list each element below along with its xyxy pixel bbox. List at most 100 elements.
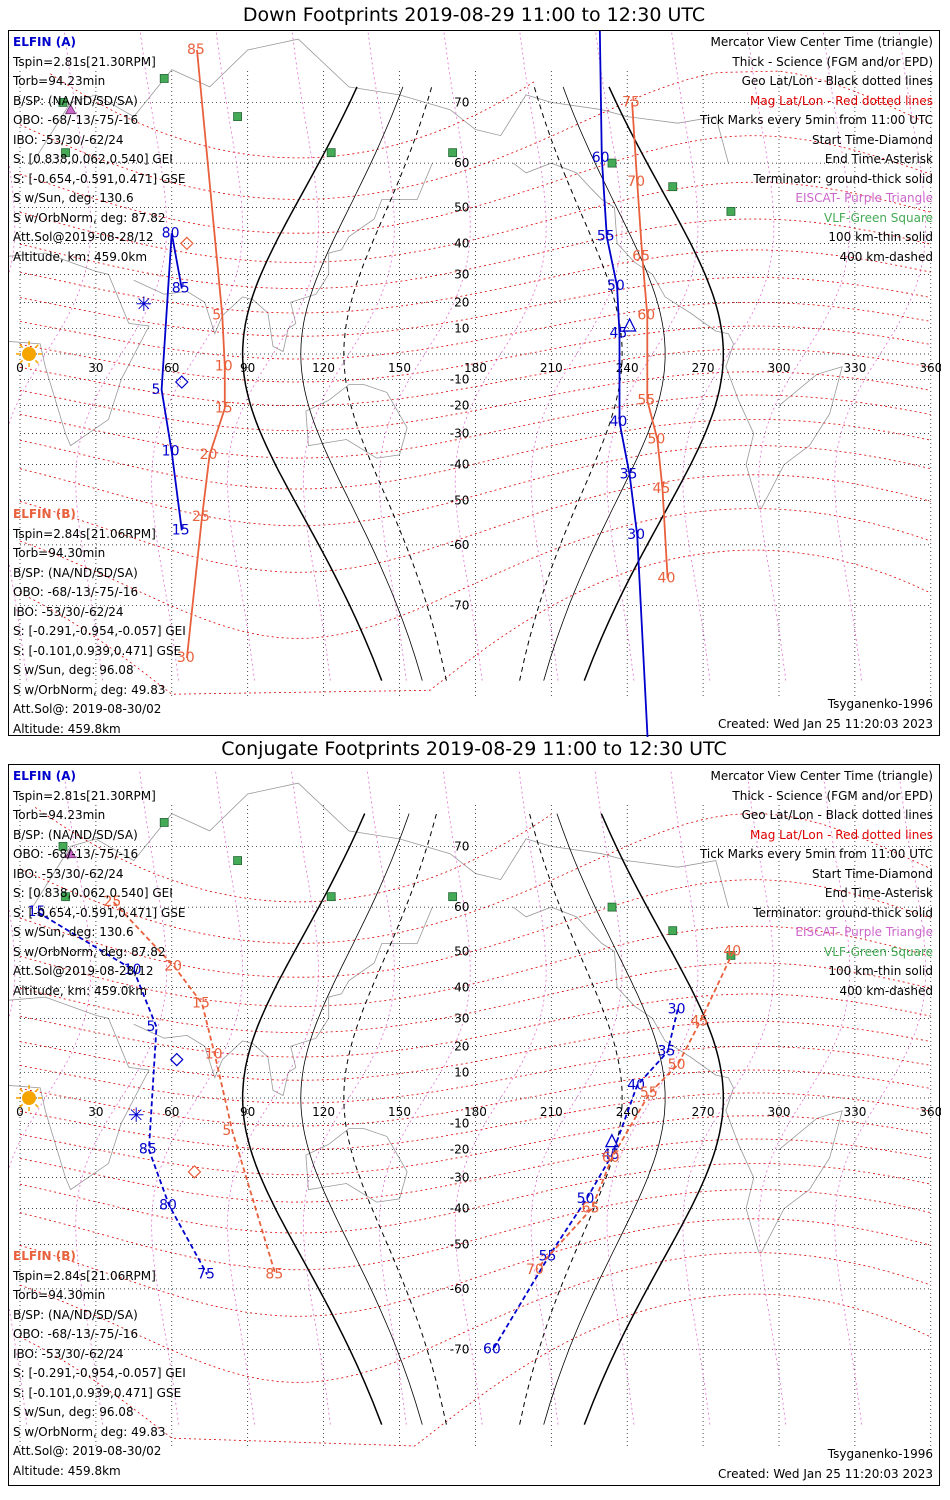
- elfin-a-track-tick-label: 50: [607, 278, 625, 294]
- elfin-name-label: ELFIN (B): [13, 507, 76, 521]
- elfin-a-track: [160, 233, 183, 531]
- terminator-400km: [343, 86, 447, 681]
- elfin-a-track-tick-label: 60: [592, 150, 610, 166]
- elfin-b-track-tick-label: 5: [212, 308, 221, 324]
- lat-tick-label: -50: [450, 1238, 470, 1252]
- lon-tick-label: 90: [240, 1105, 255, 1119]
- mag-lat-curve: [19, 135, 931, 234]
- lon-tick-label: 150: [388, 1105, 411, 1119]
- lon-tick-label: 30: [88, 361, 103, 375]
- sun-ray: [34, 1103, 39, 1108]
- terminator-ground: [241, 813, 383, 1425]
- mag-lat-curve: [19, 508, 931, 639]
- elfin-info-line: OBO: -68/-13/-75/-16: [13, 847, 139, 861]
- elfin-b-track-tick-label: 65: [582, 1201, 600, 1217]
- legend-entry: End Time-Asterisk: [824, 152, 933, 166]
- elfin-b-track-tick-label: 50: [647, 432, 665, 448]
- elfin-info-line: B/SP: (NA/ND/SD/SA): [13, 1307, 138, 1322]
- lat-tick-label: 50: [454, 200, 469, 214]
- elfin-info-line: S: [0.838,0.062,0.540] GEI: [13, 152, 173, 166]
- vlf-site-square: [726, 206, 736, 216]
- elfin-b-track-tick-label: 70: [627, 174, 645, 190]
- model-label-conjugate: Tsyganenko-1996: [827, 1447, 933, 1461]
- mag-lon-curve: [530, 31, 623, 681]
- lon-tick-label: 120: [312, 1105, 335, 1119]
- elfin-b-start-diamond: [180, 236, 194, 251]
- elfin-info-line: S w/OrbNorm, deg: 87.82: [13, 210, 166, 225]
- lon-tick-label: 240: [616, 1105, 639, 1119]
- terminator-100km: [543, 813, 666, 1425]
- sun-ray: [34, 344, 39, 349]
- elfin-info-line: S: [-0.654,-0.591,0.471] GSE: [13, 171, 186, 186]
- elfin-b-track-tick-label: 45: [653, 481, 671, 497]
- elfin-b-track-tick-label: 10: [205, 1046, 223, 1062]
- lat-tick-label: -30: [450, 1171, 470, 1185]
- vlf-site-square: [668, 182, 678, 192]
- vlf-site-square: [326, 892, 336, 902]
- elfin-info-line: Tspin=2.81s[21.30RPM]: [13, 54, 156, 69]
- legend-entry: VLF-Green Square: [824, 944, 933, 959]
- elfin-info-line: Tspin=2.84s[21.06RPM]: [13, 1268, 156, 1283]
- mag-lat-curve: [19, 1092, 931, 1151]
- elfin-info-line: Att.Sol@: 2019-08-30/02: [13, 702, 162, 716]
- elfin-a-track: [492, 1009, 679, 1351]
- mag-lon-curve: [9, 161, 16, 276]
- mag-lat-curve: [19, 276, 931, 337]
- elfin-b-track: [186, 49, 226, 659]
- mag-lat-curve: [19, 249, 931, 314]
- elfin-info-line: IBO: -53/30/-62/24: [13, 132, 124, 147]
- center-time-triangle: [604, 1133, 619, 1148]
- mag-lat-curve: [19, 962, 931, 1034]
- coastline-3: [305, 384, 408, 459]
- elfin-info-line: B/SP: (NA/ND/SD/SA): [13, 827, 138, 842]
- lat-tick-label: 50: [454, 944, 469, 958]
- mag-lon-curve: [682, 31, 775, 681]
- elfin-a-track-tick-label: 15: [172, 522, 190, 538]
- lon-tick-label: 330: [843, 361, 866, 375]
- vlf-site-square: [607, 902, 617, 912]
- mag-lat-curve: [19, 394, 931, 459]
- lon-tick-label: 150: [388, 361, 411, 375]
- conjugate-map-canvas: 70 60 50 40 30 20 10 -10 -20 -30 -40 -50 -60 -70 0 30 60…: [9, 771, 941, 1447]
- elfin-info-line: Torb=94.23min: [13, 74, 106, 88]
- mag-lat-curve: [19, 218, 931, 290]
- lat-tick-label: 60: [454, 156, 469, 170]
- elfin-b-track-tick-label: 20: [164, 959, 182, 975]
- legend-entry: Thick - Science (FGM and/or EPD): [732, 54, 933, 69]
- legend-entry: EISCAT- Purple Triangle: [795, 191, 933, 205]
- coastline-5: [760, 1110, 843, 1253]
- mag-lat-curve: [19, 1115, 931, 1176]
- panel-title-down: Down Footprints 2019-08-29 11:00 to 12:3…: [242, 4, 706, 26]
- lat-tick-label: 30: [454, 1011, 469, 1025]
- elfin-b-track: [112, 901, 277, 1275]
- mag-lon-curve: [302, 31, 395, 681]
- elfin-a-track-tick-label: 75: [197, 1266, 215, 1282]
- mag-lat-curve: [19, 549, 931, 695]
- legend-entry: Thick - Science (FGM and/or EPD): [732, 788, 933, 803]
- elfin-b-track-tick-label: 85: [265, 1266, 283, 1282]
- elfin-a-track-tick-label: 80: [159, 1197, 177, 1213]
- elfin-a-track-tick-label: 80: [162, 225, 180, 241]
- elfin-b-track-tick-label: 40: [723, 943, 741, 959]
- vlf-site-square: [61, 148, 70, 158]
- legend-entry: Start Time-Diamond: [811, 132, 933, 147]
- lon-tick-label: 300: [768, 361, 791, 375]
- elfin-a-track-tick-label: 30: [627, 527, 645, 543]
- lat-tick-label: 10: [454, 322, 469, 336]
- sun-ray: [19, 344, 24, 349]
- lat-tick-label: 20: [454, 295, 469, 309]
- elfin-a-end-asterisk: ✳: [135, 292, 152, 316]
- mag-lon-curve: [378, 31, 471, 681]
- sun-ray: [34, 359, 39, 364]
- lat-tick-label: -20: [450, 399, 470, 413]
- elfin-info-line: S: [-0.654,-0.591,0.471] GSE: [13, 905, 186, 920]
- lon-tick-label: 240: [616, 361, 639, 375]
- mag-lat-curve: [19, 1045, 931, 1104]
- elfin-b-track-tick-label: 65: [632, 248, 650, 264]
- mag-lat-curve: [19, 418, 931, 490]
- legend-entry: 400 km-dashed: [839, 983, 933, 998]
- coastline-5: [760, 366, 843, 509]
- elfin-info-line: Altitude, km: 459.0km: [13, 983, 148, 998]
- lat-tick-label: 10: [454, 1066, 469, 1080]
- legend-entry: Geo Lat/Lon - Black dotted lines: [741, 74, 933, 88]
